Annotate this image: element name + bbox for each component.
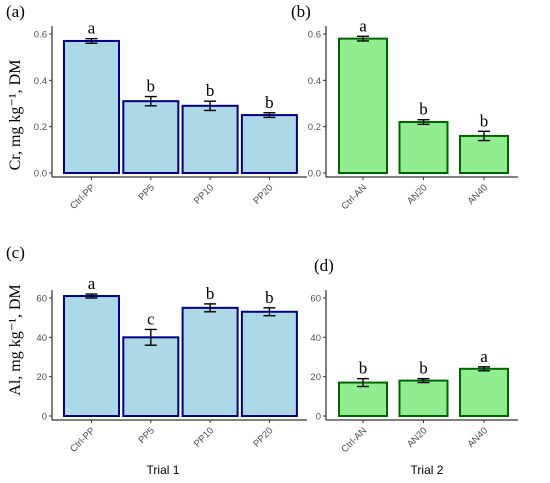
x-category-label-b-1: AN20 (405, 182, 430, 207)
bar-d-1 (398, 379, 449, 418)
y-tick-label-b-2: 0.4 (308, 76, 321, 87)
bar-a-3 (240, 114, 298, 175)
panel-a: (a) Cr, mg kg⁻¹, DM 0.0 0.2 0.4 0.6 a Ctrl-PP… (6, 2, 307, 212)
panel-b: (b) 0.0 0.2 0.4 0.6 a Ctrl-AN b AN20 b AN40 (291, 2, 518, 212)
significance-letter-c-0: a (88, 274, 96, 293)
significance-letter-b-1: b (419, 100, 428, 119)
y-tick-label-d-2: 40 (310, 333, 321, 344)
bar-a-0 (63, 39, 120, 175)
bar-d-0 (338, 381, 388, 418)
x-category-label-c-2: PP10 (192, 425, 216, 449)
y-tick-label-a-1: 0.2 (34, 122, 47, 133)
bar-b-2 (459, 134, 509, 174)
panel-d: (d) Trial 2 0 20 40 60 b Ctrl-AN b AN20 a AN40 (310, 256, 518, 477)
y-axis-label-cr: Cr, mg kg⁻¹, DM (7, 60, 24, 171)
x-category-label-d-0: Ctrl-AN (339, 425, 369, 455)
y-tick-label-a-2: 0.4 (34, 76, 47, 87)
y-tick-label-b-3: 0.6 (308, 30, 321, 41)
x-category-label-c-0: Ctrl-PP (68, 425, 97, 454)
x-category-label-a-2: PP10 (192, 182, 216, 206)
significance-letter-d-1: b (419, 359, 428, 378)
bar-c-3 (240, 310, 298, 417)
significance-letter-c-3: b (265, 288, 274, 307)
significance-letter-d-0: b (359, 359, 368, 378)
significance-letter-c-2: b (206, 284, 215, 303)
x-category-label-a-3: PP20 (251, 182, 275, 206)
y-tick-label-c-3: 60 (36, 294, 47, 305)
y-tick-label-d-3: 60 (310, 294, 321, 305)
bar-d-2 (459, 367, 509, 417)
significance-letter-a-1: b (147, 77, 156, 96)
x-category-label-b-2: AN40 (466, 182, 491, 207)
significance-letter-a-3: b (265, 93, 274, 112)
significance-letter-b-0: a (359, 16, 367, 35)
x-category-label-d-1: AN20 (405, 425, 430, 450)
y-tick-label-a-3: 0.6 (34, 30, 47, 41)
panel-label-d: (d) (314, 256, 334, 275)
y-tick-label-c-1: 20 (36, 372, 47, 383)
significance-letter-c-1: c (147, 309, 155, 328)
y-tick-label-c-0: 0 (42, 412, 47, 423)
x-category-label-c-3: PP20 (251, 425, 275, 449)
x-axis-label-trial-1: Trial 1 (147, 463, 180, 477)
bar-c-0 (63, 295, 120, 417)
x-category-label-c-1: PP5 (136, 425, 156, 445)
x-axis-label-trial-2: Trial 2 (411, 463, 444, 477)
bar-b-1 (398, 121, 449, 174)
bar-c-2 (181, 306, 239, 418)
x-category-label-d-2: AN40 (466, 425, 491, 450)
y-axis-label-al: Al, mg kg⁻¹, DM (7, 284, 24, 395)
y-tick-label-d-0: 0 (316, 412, 321, 423)
y-tick-label-d-1: 20 (310, 372, 321, 383)
significance-letter-a-0: a (88, 19, 96, 38)
x-category-label-a-1: PP5 (136, 182, 156, 202)
y-tick-label-b-0: 0.0 (308, 169, 321, 180)
bar-b-0 (338, 37, 388, 175)
significance-letter-a-2: b (206, 81, 215, 100)
panel-label-b: (b) (291, 2, 311, 21)
bar-a-1 (122, 100, 180, 174)
y-tick-label-b-1: 0.2 (308, 122, 321, 133)
panel-label-a: (a) (6, 2, 25, 21)
x-category-label-b-0: Ctrl-AN (339, 182, 369, 212)
panel-label-c: (c) (6, 243, 25, 262)
x-category-label-a-0: Ctrl-PP (68, 182, 97, 211)
panel-c: (c) Al, mg kg⁻¹, DM Trial 1 0 20 40 60 a Ctrl… (6, 243, 307, 477)
significance-letter-d-2: a (480, 347, 488, 366)
bar-c-1 (122, 336, 180, 418)
y-tick-label-c-2: 40 (36, 333, 47, 344)
bar-a-2 (181, 104, 239, 174)
significance-letter-b-2: b (480, 111, 489, 130)
y-tick-label-a-0: 0.0 (34, 169, 47, 180)
